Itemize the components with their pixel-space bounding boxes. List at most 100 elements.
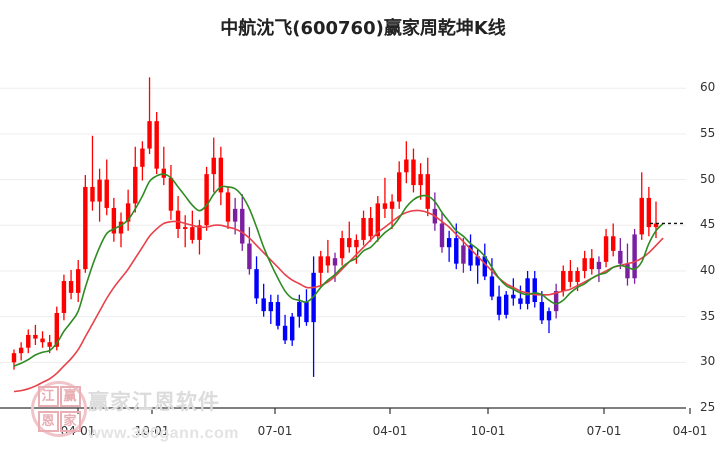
candle-body [653, 223, 659, 228]
x-axis-tick-label: 07-01 [257, 424, 293, 438]
seal-char-2: 赢 [59, 386, 81, 407]
candle-body [83, 186, 88, 270]
candle-body [389, 201, 395, 209]
candle-body [496, 296, 502, 315]
candle-body [40, 338, 45, 343]
candle-body [97, 179, 102, 202]
candle-body [190, 227, 195, 240]
candle-body [218, 157, 224, 193]
moving-average-fast-line [13, 173, 664, 367]
y-axis-tick-label: 35 [700, 308, 716, 323]
candle-body [553, 291, 559, 312]
candle-body [289, 316, 295, 341]
candle-body [639, 197, 644, 235]
candle-body [68, 281, 74, 293]
y-axis-tick-label: 25 [700, 400, 716, 414]
candle-body [261, 298, 266, 312]
candle-body [232, 208, 238, 222]
candle-body [133, 166, 138, 204]
candle-body [411, 159, 416, 186]
candle-body [282, 325, 288, 341]
brand-seal-icon: 江 赢 恩 家 [31, 381, 87, 437]
candle-body [525, 278, 530, 304]
candle-body [610, 236, 616, 251]
x-axis-tick-label: 10-01 [134, 424, 170, 438]
moving-average-slow-line [13, 209, 664, 393]
candle-body [325, 256, 331, 266]
candle-body [589, 258, 595, 270]
watermark-brand: 赢家江恩软件 [88, 390, 220, 414]
candle-body [354, 239, 359, 248]
y-axis-tick-label: 45 [700, 217, 716, 232]
candle-body [275, 302, 281, 326]
y-axis-tick-label: 55 [700, 125, 716, 140]
candle-body [75, 269, 81, 293]
candle-body [161, 168, 167, 178]
candle-body [475, 256, 480, 266]
candle-body [482, 256, 488, 277]
candle-body [375, 203, 381, 237]
candle-body [575, 270, 580, 282]
candle-body [632, 234, 637, 279]
candle-body [268, 302, 274, 312]
candle-body [618, 250, 623, 264]
candle-body [361, 217, 366, 240]
candle-body [332, 258, 338, 266]
candle-body [568, 270, 573, 282]
candle-body [254, 269, 259, 299]
candle-body [582, 258, 587, 271]
candle-body [33, 334, 38, 339]
candle-body [26, 334, 31, 348]
candlestick-series [11, 77, 659, 377]
candle-body [197, 225, 202, 240]
candle-body [518, 298, 523, 304]
candle-body [546, 311, 552, 321]
candle-body [11, 353, 17, 363]
candle-body [396, 172, 402, 202]
candle-body [511, 294, 516, 299]
candle-body [347, 238, 352, 248]
candle-body [111, 207, 117, 234]
y-axis-tick-label: 60 [700, 80, 716, 95]
candle-body [18, 347, 24, 354]
candle-body [503, 294, 509, 315]
candle-body [125, 203, 131, 222]
candle-body [304, 302, 309, 323]
candle-body [168, 177, 174, 211]
candle-body [532, 278, 537, 303]
candle-body [318, 256, 323, 273]
candle-body [425, 174, 430, 209]
candle-body [625, 263, 630, 279]
y-axis-tick-label: 50 [700, 171, 716, 186]
candle-body [382, 203, 388, 209]
candle-body [539, 302, 545, 321]
candle-body [461, 245, 466, 264]
x-axis-tick-label: 07-01 [586, 424, 622, 438]
candle-body [404, 159, 409, 173]
page-title: 中航沈飞(600760)赢家周乾坤K线 [220, 18, 506, 39]
candle-body [646, 197, 652, 228]
seal-char-3: 恩 [37, 411, 59, 432]
candle-body [247, 243, 252, 270]
candle-body [104, 179, 109, 208]
candle-body [418, 174, 423, 186]
candle-body [489, 276, 495, 297]
seal-char-4: 家 [59, 411, 81, 432]
x-axis-tick-label: 04-01 [372, 424, 408, 438]
y-axis-tick-label: 30 [700, 354, 716, 369]
candle-body [118, 221, 124, 234]
candle-body [339, 238, 345, 259]
candle-body [225, 192, 231, 222]
candle-body [175, 210, 181, 229]
candle-body [90, 186, 95, 202]
candle-body [439, 223, 445, 248]
watermark-url: www.360gann.com [88, 425, 239, 442]
candle-body [297, 302, 302, 317]
candle-body [446, 238, 452, 248]
x-axis-tick-label: 04-01 [672, 424, 708, 438]
candle-body [603, 236, 609, 262]
candle-body [61, 281, 67, 313]
candle-body [54, 312, 60, 347]
